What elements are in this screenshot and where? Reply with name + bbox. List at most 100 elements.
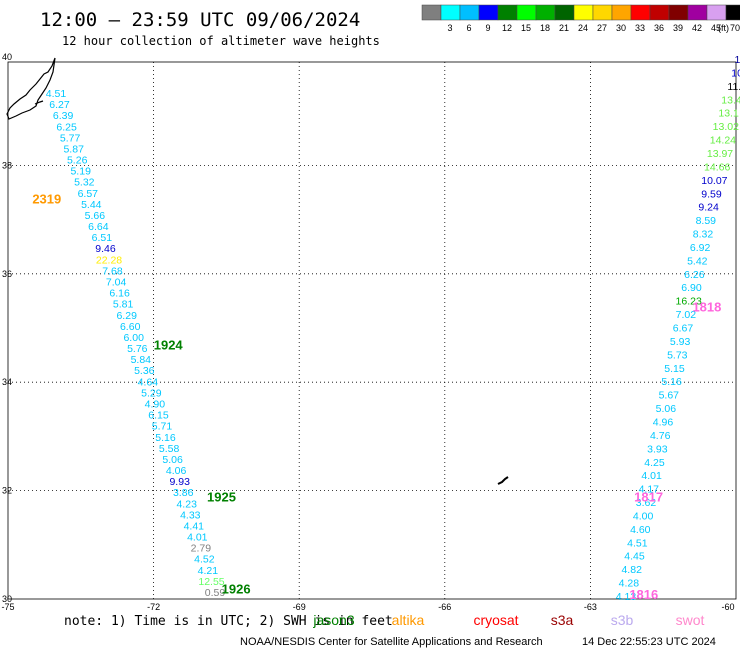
wave-height-value: 10.07 bbox=[701, 175, 727, 187]
wave-height-value: 7.04 bbox=[106, 277, 127, 289]
wave-height-value: 4.28 bbox=[619, 578, 640, 590]
wave-height-value: 4.60 bbox=[630, 524, 651, 536]
wave-height-value: 7.68 bbox=[102, 265, 123, 277]
coastline-islands bbox=[34, 100, 44, 105]
legend-tick-label: 21 bbox=[559, 23, 569, 33]
longitude-tick-label: -72 bbox=[147, 602, 160, 612]
wave-height-value: 4.90 bbox=[145, 399, 166, 411]
wave-height-value: 4.51 bbox=[46, 88, 67, 100]
wave-height-value: 5.29 bbox=[141, 387, 162, 399]
wave-height-value: 13.4 bbox=[721, 94, 740, 106]
wave-height-value: 14.66 bbox=[704, 161, 730, 173]
color-legend: 3 6 9 12 15 18 21 24 27 30 33 36 39 42 45 70(ft) bbox=[421, 4, 740, 33]
legend-swatch bbox=[573, 4, 594, 21]
wave-height-value: 4.45 bbox=[624, 551, 645, 563]
latitude-tick-label: 36 bbox=[2, 269, 12, 279]
wave-height-value: 4.23 bbox=[176, 498, 197, 510]
satellite-name: swot bbox=[676, 612, 705, 628]
latitude-tick-label: 38 bbox=[2, 160, 12, 170]
longitude-tick-label: -63 bbox=[584, 602, 597, 612]
legend-swatch bbox=[478, 4, 499, 21]
wave-height-value: 4.52 bbox=[194, 554, 215, 566]
wave-height-value: 4.51 bbox=[627, 537, 648, 549]
legend-swatch bbox=[630, 4, 651, 21]
latitude-labels: 40 38 36 34 32 30 bbox=[2, 52, 12, 604]
wave-height-value: 4.33 bbox=[180, 509, 201, 521]
wave-height-value: 7.02 bbox=[676, 309, 697, 321]
wave-height-value: 9.24 bbox=[698, 202, 719, 214]
legend-swatch bbox=[440, 4, 461, 21]
legend-tick-label: 70 bbox=[730, 23, 740, 33]
wave-height-value: 4.64 bbox=[138, 376, 159, 388]
wave-height-value: 4.13 bbox=[616, 591, 637, 603]
wave-height-value: 6.26 bbox=[684, 269, 705, 281]
wave-height-value: 6.67 bbox=[673, 323, 694, 335]
wave-height-value: 5.19 bbox=[70, 166, 91, 178]
longitude-labels: -75 -72 -69 -66 -63 -60 bbox=[1, 602, 734, 612]
legend-swatch bbox=[554, 4, 575, 21]
legend-tick-label: 45 bbox=[711, 23, 721, 33]
satellite-name: s3a bbox=[551, 612, 574, 628]
legend-tick-label: 12 bbox=[502, 23, 512, 33]
wave-height-value: 9.93 bbox=[169, 476, 190, 488]
wave-height-value: 5.42 bbox=[687, 255, 708, 267]
wave-height-value: 9.59 bbox=[701, 188, 722, 200]
wave-height-value: 3.86 bbox=[173, 487, 194, 499]
latitude-tick-label: 30 bbox=[2, 594, 12, 604]
legend-swatch bbox=[592, 4, 613, 21]
wave-height-value: 5.71 bbox=[152, 421, 173, 433]
wave-height-value: 5.16 bbox=[661, 376, 682, 388]
wave-height-value: 4.01 bbox=[641, 470, 662, 482]
legend-tick-label: 42 bbox=[692, 23, 702, 33]
wave-height-value: 6.00 bbox=[123, 332, 144, 344]
wave-height-value: 3.62 bbox=[636, 497, 657, 509]
wave-height-value: 4.76 bbox=[650, 430, 671, 442]
pass-number-label: 1924 bbox=[154, 338, 184, 353]
wave-height-value: 4.06 bbox=[166, 465, 187, 477]
longitude-tick-label: -75 bbox=[1, 602, 14, 612]
coastline-massachusetts bbox=[6, 57, 56, 120]
wave-height-value: 3.93 bbox=[647, 443, 668, 455]
wave-height-value: 6.64 bbox=[88, 221, 109, 233]
legend-swatch bbox=[497, 4, 518, 21]
longitude-tick-label: -60 bbox=[721, 602, 734, 612]
wave-height-value: 6.39 bbox=[53, 110, 74, 122]
wave-height-value: 4.00 bbox=[633, 511, 654, 523]
wave-height-value: 4.96 bbox=[653, 417, 674, 429]
wave-height-value: 9.46 bbox=[95, 243, 116, 255]
wave-height-value: 5.73 bbox=[667, 349, 688, 361]
pass-labels: 2319 1924 1925 1926 1818 1817 1816 bbox=[32, 191, 721, 602]
map-subtitle: 12 hour collection of altimeter wave hei… bbox=[62, 34, 380, 48]
wave-height-value: 5.16 bbox=[155, 432, 176, 444]
wave-height-value: 6.27 bbox=[49, 99, 70, 111]
legend-tick-label: 33 bbox=[635, 23, 645, 33]
legend-unit: (ft) bbox=[718, 23, 729, 33]
legend-tick-label: 9 bbox=[485, 23, 490, 33]
plot-frame bbox=[7, 61, 737, 600]
wave-height-value: 5.15 bbox=[664, 363, 685, 375]
legend-swatch bbox=[459, 4, 480, 21]
legend-tick-label: 6 bbox=[466, 23, 471, 33]
wave-height-value: 13.1 bbox=[718, 108, 739, 120]
legend-swatch bbox=[535, 4, 556, 21]
wave-height-value: 10 bbox=[731, 67, 740, 79]
pass-number-label: 1926 bbox=[222, 582, 251, 597]
satellite-name: altika bbox=[392, 612, 425, 628]
footer-timestamp: 14 Dec 22:55:23 UTC 2024 bbox=[582, 636, 716, 648]
wave-height-value: 22.28 bbox=[96, 254, 122, 266]
legend-swatch bbox=[725, 4, 740, 21]
wave-height-value: 5.76 bbox=[127, 343, 148, 355]
bermuda-island bbox=[497, 476, 509, 485]
longitude-tick-label: -66 bbox=[438, 602, 451, 612]
wave-height-value: 4.01 bbox=[187, 532, 208, 544]
wave-height-value: 6.15 bbox=[148, 410, 169, 422]
satellite-name: cryosat bbox=[473, 612, 518, 628]
pass-number-label: 1817 bbox=[634, 489, 663, 504]
wave-height-value: 5.66 bbox=[85, 210, 106, 222]
latitude-tick-label: 32 bbox=[2, 486, 12, 496]
map-title: 12:00 — 23:59 UTC 09/06/2024 bbox=[40, 9, 360, 31]
legend-tick-label: 15 bbox=[521, 23, 531, 33]
legend-tick-label: 36 bbox=[654, 23, 664, 33]
